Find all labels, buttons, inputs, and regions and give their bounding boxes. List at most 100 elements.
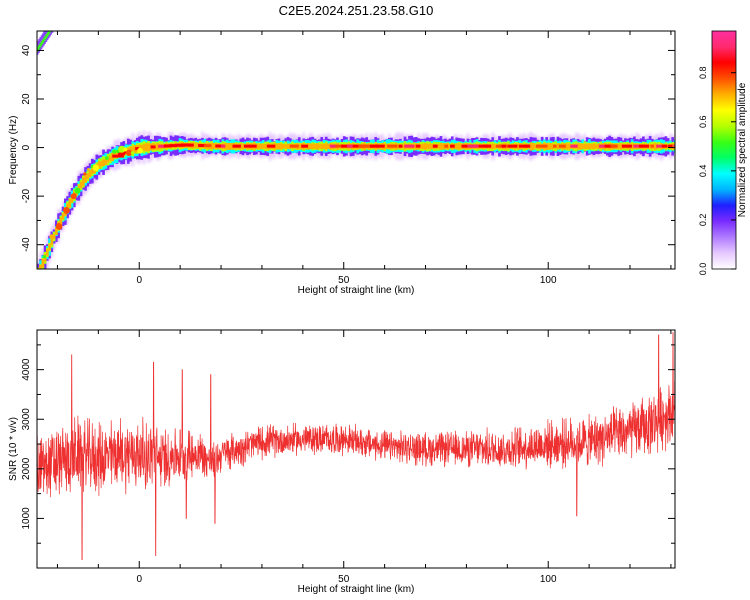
spectrogram-cell — [630, 143, 634, 150]
spectrogram-cell — [426, 143, 429, 149]
spectrogram-alias-cell — [52, 31, 55, 32]
spectrogram-cell — [54, 227, 58, 235]
spectrogram-cell — [306, 143, 310, 150]
spectrogram-panel: 0 50 100 -40 -20 0 20 40 Height of straight lin… — [8, 30, 676, 296]
spectrogram-axes: 0 50 100 -40 -20 0 20 40 — [21, 31, 675, 286]
spectrogram-speckle — [49, 234, 55, 240]
figure-title: C2E5.2024.251.23.58.G10 — [279, 3, 434, 18]
spectrogram-cell — [86, 173, 90, 180]
spectrogram-peak-cell — [553, 144, 557, 148]
spectrogram-peak-cell — [450, 144, 455, 148]
spectrogram-peak-layer — [37, 31, 675, 269]
spectrogram-peak-cell — [175, 143, 186, 147]
spectrogram-alias-cell — [50, 31, 53, 35]
spectrogram-cell — [37, 267, 40, 269]
spectrogram-speckle — [83, 172, 87, 176]
spectrogram-alias-core — [49, 31, 51, 34]
spectrogram-cell — [194, 143, 198, 148]
spectrogram-cell — [212, 142, 216, 150]
spectrogram-peak-cell — [673, 144, 675, 148]
spectrogram-cell — [311, 143, 315, 150]
spectrogram-x-tick-label: 0 — [136, 275, 142, 286]
snr-panel: 0 50 100 1000 2000 3000 4000 Height of straigh… — [8, 329, 676, 595]
spectrogram-peak-cell — [621, 144, 632, 148]
spectrogram-cell — [52, 234, 56, 239]
spectrogram-cell — [423, 142, 427, 150]
colorbar: 0.0 0.2 0.4 0.6 0.8 Normalized spectral ampl… — [698, 30, 748, 275]
spectrogram-peak-cell — [347, 144, 355, 148]
spectrogram-cell — [59, 217, 63, 225]
spectrogram-cell — [68, 198, 72, 208]
spectrogram-cell — [210, 142, 213, 150]
spectrogram-alias-core — [41, 39, 44, 45]
spectrogram-speckle — [37, 268, 39, 269]
spectrogram-y-tick-label: -20 — [21, 188, 32, 203]
spectrogram-heatmap — [37, 31, 675, 269]
spectrogram-x-tick-label: 100 — [540, 275, 557, 286]
spectrogram-peak-cell — [369, 144, 380, 148]
spectrogram-peak-cell — [135, 147, 139, 151]
spectrogram-cell — [396, 144, 400, 149]
colorbar-frame — [711, 30, 737, 270]
spectrogram-cell — [318, 144, 321, 149]
spectrogram-cell — [583, 143, 587, 150]
snr-series-line — [37, 332, 675, 560]
spectrogram-cell — [228, 142, 231, 150]
spectrogram-y-tick-label: -40 — [21, 237, 32, 252]
spectrogram-y-tick-label: 0 — [21, 144, 32, 150]
spectrogram-cell — [257, 144, 261, 149]
spectrogram-cell — [97, 161, 101, 170]
spectrogram-peak-cell — [387, 144, 398, 148]
spectrogram-cell — [320, 143, 324, 149]
spectrogram-cell — [430, 143, 434, 149]
spectrogram-peak-cell — [198, 143, 206, 147]
snr-axes: 0 50 100 1000 2000 3000 4000 — [21, 330, 675, 585]
spectrogram-peak-cell — [169, 144, 178, 148]
colorbar-tick-label: 0.6 — [698, 116, 708, 129]
spectrogram-cell — [531, 142, 535, 150]
spectrogram-cell — [459, 143, 463, 150]
spectrogram-cell — [138, 144, 141, 152]
spectrogram-cell — [84, 175, 87, 183]
spectrogram-cell — [241, 143, 245, 150]
spectrogram-alias-core — [38, 44, 40, 50]
spectrogram-cell — [327, 143, 330, 150]
spectrogram-cell — [70, 195, 74, 203]
spectrogram-peak-cell — [243, 144, 251, 148]
spectrogram-speckle — [70, 193, 77, 200]
spectrogram-speckle — [97, 158, 102, 162]
spectrogram-cell — [597, 143, 600, 150]
spectrogram-peak-cell — [472, 144, 478, 148]
spectrogram-cell — [324, 143, 328, 150]
spectrogram-peak-cell — [558, 144, 566, 148]
spectrogram-alias-core — [45, 34, 48, 40]
colorbar-axis: 0.0 0.2 0.4 0.6 0.8 — [698, 30, 737, 275]
spectrogram-speckle — [92, 164, 100, 172]
spectrogram-cell — [284, 144, 288, 149]
spectrogram-peak-cell — [221, 144, 226, 148]
spectrogram-cell — [133, 145, 137, 154]
spectrogram-cell — [225, 143, 229, 150]
spectrogram-peak-cell — [301, 144, 309, 148]
spectrogram-alias-core — [44, 35, 46, 41]
spectrogram-peak-cell — [604, 144, 616, 148]
spectrogram-cell — [261, 143, 265, 149]
spectrogram-peak-cell — [667, 144, 673, 148]
spectrogram-cell — [441, 143, 445, 150]
spectrogram-peak-cell — [203, 144, 212, 148]
spectrogram-frame — [36, 30, 676, 270]
spectrogram-peak-cell — [501, 144, 507, 148]
snr-x-label: Height of straight line (km) — [298, 584, 415, 595]
spectrogram-peak-cell — [650, 144, 654, 148]
spectrogram-cell — [457, 143, 461, 150]
spectrogram-alias-core — [48, 31, 50, 36]
spectrogram-cell — [48, 244, 51, 250]
spectrogram-speckle — [144, 143, 151, 151]
spectrogram-cell — [230, 143, 234, 150]
spectrogram-peak-cell — [335, 144, 344, 148]
spectrogram-cell — [277, 143, 281, 150]
spectrogram-cell — [313, 143, 317, 149]
spectrogram-peak-cell — [232, 144, 241, 148]
spectrogram-cell — [581, 143, 584, 149]
snr-y-tick-label: 1000 — [21, 507, 32, 530]
